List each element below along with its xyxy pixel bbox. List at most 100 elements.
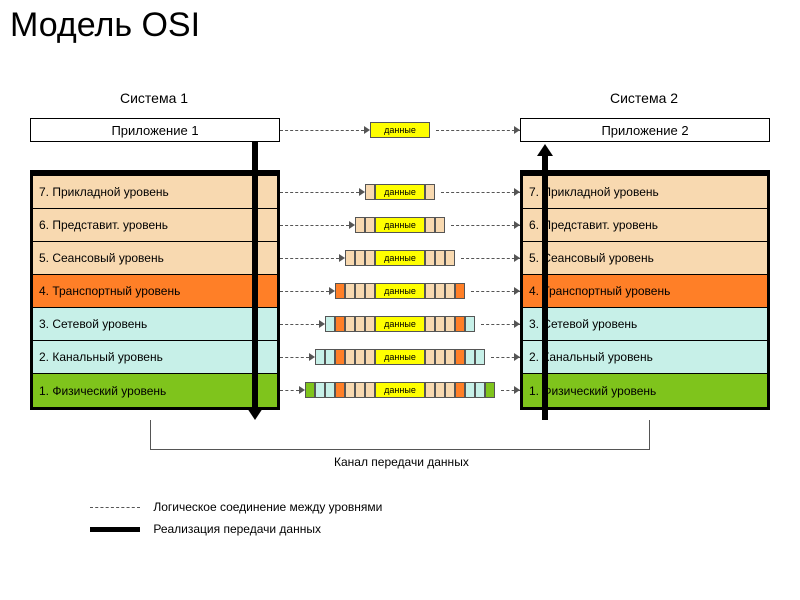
packet-segment: данные xyxy=(375,250,425,266)
packet-segment: данные xyxy=(375,283,425,299)
packet-segment xyxy=(465,382,475,398)
packet-segment xyxy=(355,250,365,266)
packet-segment xyxy=(425,349,435,365)
dash-arrow-icon xyxy=(364,126,370,134)
dash-arrow-icon xyxy=(514,353,520,361)
packet-segment xyxy=(345,283,355,299)
packet-segment xyxy=(445,283,455,299)
packet-segment: данные xyxy=(375,217,425,233)
osi-layer-3: 3. Сетевой уровень xyxy=(523,308,767,341)
data-packet-layer-1: данные xyxy=(305,382,495,398)
packet-segment xyxy=(335,316,345,332)
packet-segment: данные xyxy=(375,349,425,365)
packet-segment xyxy=(445,316,455,332)
packet-segment xyxy=(445,250,455,266)
packet-segment xyxy=(475,382,485,398)
dash-left xyxy=(280,225,349,226)
system2-label: Система 2 xyxy=(610,90,678,106)
packet-segment xyxy=(425,184,435,200)
dash-arrow-icon xyxy=(309,353,315,361)
dash-left xyxy=(280,192,359,193)
dash-right xyxy=(441,192,520,193)
dash-left xyxy=(280,258,339,259)
packet-segment xyxy=(445,349,455,365)
dash-arrow-icon xyxy=(299,386,305,394)
data-packet-layer-3: данные xyxy=(325,316,475,332)
app1-box: Приложение 1 xyxy=(30,118,280,142)
dash-arrow-icon xyxy=(329,287,335,295)
flow-arrow-up xyxy=(542,155,548,420)
packet-segment xyxy=(435,217,445,233)
packet-segment xyxy=(355,217,365,233)
channel-connector xyxy=(150,420,650,450)
packet-segment xyxy=(335,283,345,299)
dash-right xyxy=(436,130,520,131)
packet-segment xyxy=(435,382,445,398)
packet-segment xyxy=(435,283,445,299)
packet-segment xyxy=(475,349,485,365)
packet-segment xyxy=(345,316,355,332)
dash-arrow-icon xyxy=(514,320,520,328)
packet-segment xyxy=(445,382,455,398)
legend-physical-text: Реализация передачи данных xyxy=(153,522,321,536)
flow-arrow-down xyxy=(252,142,258,410)
packet-segment xyxy=(455,382,465,398)
packet-segment xyxy=(465,316,475,332)
data-packet-layer-7: данные xyxy=(365,184,435,200)
flow-arrowhead-down xyxy=(247,408,263,420)
packet-segment xyxy=(425,382,435,398)
dash-left xyxy=(280,291,329,292)
channel-label: Канал передачи данных xyxy=(330,455,473,469)
dash-right xyxy=(461,258,520,259)
dash-arrow-icon xyxy=(514,386,520,394)
packet-segment xyxy=(425,283,435,299)
dash-arrow-icon xyxy=(339,254,345,262)
dash-arrow-icon xyxy=(359,188,365,196)
packet-segment: данные xyxy=(375,316,425,332)
packet-segment xyxy=(335,349,345,365)
packet-segment xyxy=(345,250,355,266)
dash-right xyxy=(451,225,520,226)
dash-left xyxy=(280,324,319,325)
data-packet-layer-2: данные xyxy=(315,349,485,365)
dash-arrow-icon xyxy=(514,221,520,229)
dash-arrow-icon xyxy=(514,126,520,134)
packet-segment: данные xyxy=(370,122,430,138)
data-packet-layer-6: данные xyxy=(355,217,445,233)
osi-layer-4: 4. Транспортный уровень xyxy=(523,275,767,308)
osi-layer-4: 4. Транспортный уровень xyxy=(33,275,277,308)
packet-segment xyxy=(435,316,445,332)
dash-arrow-icon xyxy=(514,188,520,196)
packet-segment xyxy=(485,382,495,398)
packet-segment xyxy=(365,283,375,299)
packet-segment xyxy=(335,382,345,398)
packet-segment xyxy=(455,283,465,299)
osi-layer-5: 5. Сеансовый уровень xyxy=(33,242,277,275)
packet-segment xyxy=(355,349,365,365)
data-packet-layer-5: данные xyxy=(345,250,455,266)
packet-segment xyxy=(305,382,315,398)
packet-segment xyxy=(365,217,375,233)
flow-arrowhead-up xyxy=(537,144,553,156)
osi-layer-3: 3. Сетевой уровень xyxy=(33,308,277,341)
dash-left xyxy=(280,130,364,131)
packet-segment xyxy=(325,316,335,332)
packet-segment xyxy=(355,316,365,332)
packet-segment xyxy=(315,382,325,398)
osi-layer-2: 2. Канальный уровень xyxy=(523,341,767,374)
osi-layer-7: 7. Прикладной уровень xyxy=(33,176,277,209)
osi-stack-system2: 7. Прикладной уровень6. Представит. уров… xyxy=(520,170,770,410)
dash-arrow-icon xyxy=(319,320,325,328)
osi-layer-5: 5. Сеансовый уровень xyxy=(523,242,767,275)
legend-solid-icon xyxy=(90,527,140,532)
packet-segment xyxy=(355,382,365,398)
packet-segment xyxy=(325,349,335,365)
packet-segment xyxy=(435,250,445,266)
packet-segment xyxy=(365,349,375,365)
legend-physical: Реализация передачи данных xyxy=(90,522,321,536)
packet-segment xyxy=(365,316,375,332)
diagram-title: Модель OSI xyxy=(10,6,200,45)
dash-right xyxy=(471,291,520,292)
osi-layer-6: 6. Представит. уровень xyxy=(33,209,277,242)
dash-arrow-icon xyxy=(349,221,355,229)
